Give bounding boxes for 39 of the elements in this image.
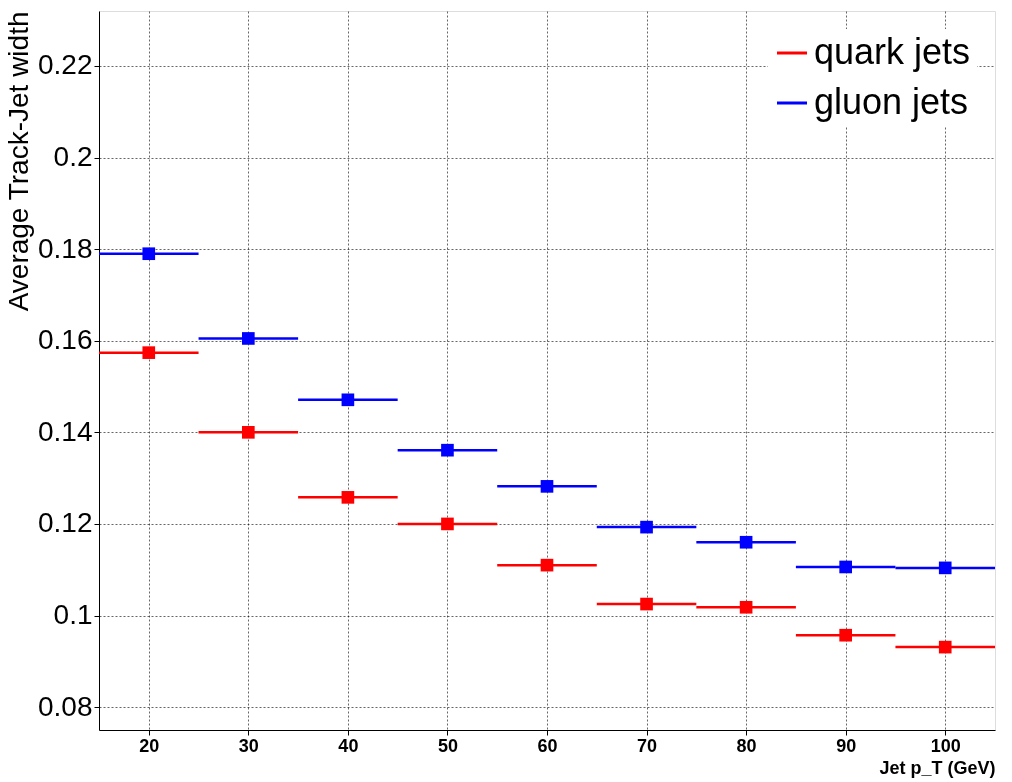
legend-label: gluon jets [814,81,969,122]
y-axis-title: Average Track-Jet width [3,11,34,312]
point [142,247,156,261]
point [441,517,454,531]
point [142,346,156,359]
point [242,426,255,439]
x-tick-label: 80 [736,735,757,756]
y-tick-label: 0.1 [53,599,93,631]
x-tick-label: 50 [437,735,458,756]
point [640,520,653,534]
x-axis-title: Jet p_T (GeV) [879,757,996,778]
x-tick-label: 20 [139,735,160,756]
y-tick-label: 0.12 [38,507,93,539]
point [839,628,852,642]
point [540,480,554,493]
point [341,393,355,407]
x-tick-label: 70 [637,735,658,756]
y-tick-label: 0.08 [38,690,93,722]
y-tick-label: 0.18 [38,232,93,264]
point [839,560,852,574]
y-tick-label: 0.22 [38,49,93,81]
y-tick-label: 0.2 [53,141,93,173]
point [540,558,554,572]
x-tick-label: 100 [930,735,961,756]
point [242,332,255,345]
point [739,600,753,614]
point [441,443,454,457]
point [739,535,753,549]
point [938,640,952,654]
point [640,597,653,611]
point [341,491,355,504]
legend-label: quark jets [814,31,971,72]
x-tick-label: 30 [238,735,259,756]
point [938,561,952,575]
y-tick-label: 0.14 [38,415,93,447]
x-tick-label: 40 [338,735,359,756]
x-tick-label: 60 [537,735,558,756]
x-tick-label: 90 [836,735,857,756]
y-tick-label: 0.16 [38,324,93,356]
